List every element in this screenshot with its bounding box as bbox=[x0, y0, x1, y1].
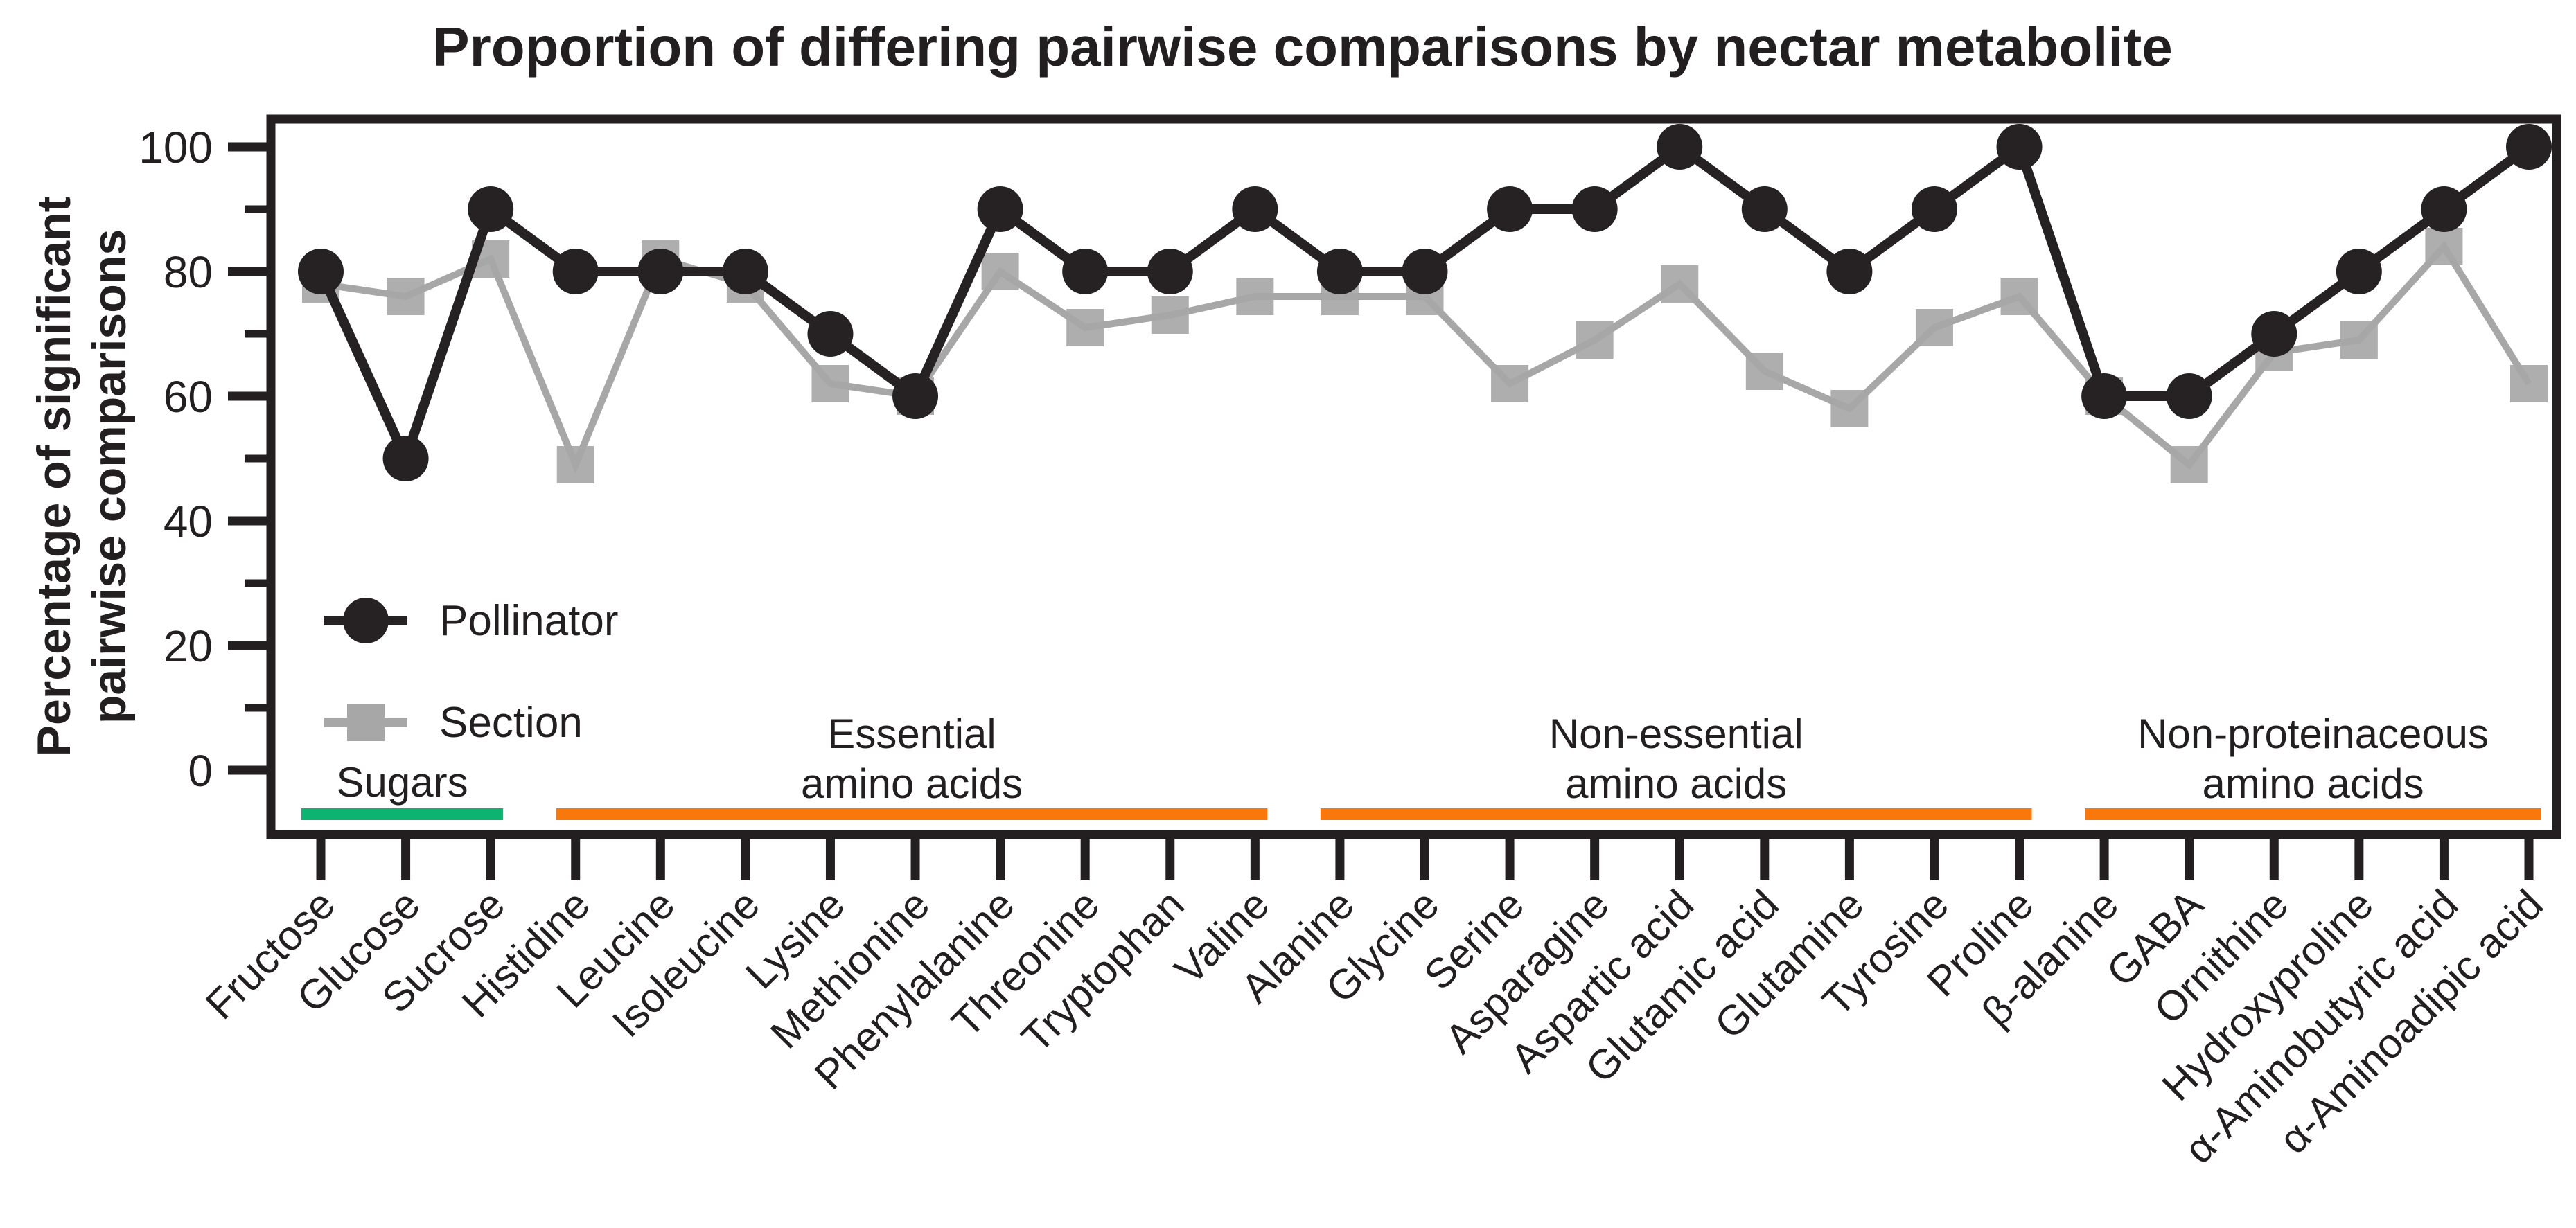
group-underline-non-proteinaceous bbox=[2085, 808, 2542, 820]
y-axis-title: Percentage of significant pairwise compa… bbox=[26, 197, 137, 757]
section-point-17 bbox=[1745, 353, 1783, 390]
group-label: Sugars bbox=[337, 759, 468, 806]
pollinator-point-1 bbox=[382, 436, 429, 481]
section-point-14 bbox=[1491, 365, 1529, 402]
section-marker-icon bbox=[324, 697, 407, 747]
section-point-19 bbox=[1915, 309, 1953, 346]
pollinator-point-15 bbox=[1571, 186, 1618, 232]
pollinator-point-8 bbox=[977, 186, 1023, 232]
y-tick-label: 20 bbox=[164, 621, 213, 671]
section-point-3 bbox=[556, 446, 594, 483]
legend-label-section: Section bbox=[439, 698, 583, 747]
pollinator-series bbox=[298, 124, 2552, 481]
pollinator-point-6 bbox=[807, 311, 854, 357]
group-underline-non-essential bbox=[1320, 808, 2032, 820]
section-point-11 bbox=[1236, 278, 1274, 315]
section-point-18 bbox=[1830, 390, 1869, 427]
pollinator-point-20 bbox=[1996, 124, 2043, 170]
chart-title: Proportion of differing pairwise compari… bbox=[432, 16, 2173, 78]
legend-label-pollinator: Pollinator bbox=[439, 596, 619, 645]
group-label: amino acids bbox=[801, 760, 1023, 807]
plot-frame bbox=[266, 114, 2561, 839]
section-point-20 bbox=[2000, 278, 2038, 315]
pollinator-point-3 bbox=[552, 249, 599, 294]
pollinator-point-10 bbox=[1147, 249, 1193, 294]
pollinator-point-17 bbox=[1741, 186, 1788, 232]
pollinator-point-12 bbox=[1316, 249, 1363, 294]
section-point-9 bbox=[1066, 309, 1104, 346]
section-point-8 bbox=[981, 253, 1019, 290]
pollinator-point-26 bbox=[2506, 124, 2552, 170]
group-label: amino acids bbox=[1565, 760, 1787, 807]
group-label: Non-proteinaceous bbox=[2137, 711, 2489, 757]
pollinator-point-5 bbox=[722, 249, 768, 294]
legend-item-pollinator: Pollinator bbox=[324, 596, 618, 646]
group-label: amino acids bbox=[2202, 760, 2424, 807]
section-point-16 bbox=[1661, 265, 1699, 303]
y-tick-label: 40 bbox=[164, 497, 213, 546]
pollinator-point-13 bbox=[1402, 249, 1448, 294]
section-point-15 bbox=[1576, 321, 1614, 359]
section-point-26 bbox=[2510, 365, 2548, 402]
y-tick-label: 100 bbox=[139, 123, 213, 172]
y-axis: 0 20 40 60 80 100 bbox=[139, 123, 271, 796]
pollinator-point-22 bbox=[2166, 373, 2212, 419]
pollinator-point-2 bbox=[468, 186, 514, 232]
section-point-10 bbox=[1151, 296, 1189, 334]
x-axis: FructoseGlucoseSucroseHistidineLeucineIs… bbox=[197, 835, 2552, 1173]
section-point-22 bbox=[2170, 446, 2208, 483]
pollinator-point-7 bbox=[892, 373, 939, 419]
pollinator-point-16 bbox=[1657, 124, 1703, 170]
pollinator-point-19 bbox=[1911, 186, 1957, 232]
section-point-24 bbox=[2340, 321, 2378, 359]
section-point-25 bbox=[2425, 228, 2463, 265]
pollinator-point-18 bbox=[1826, 249, 1873, 294]
pollinator-point-9 bbox=[1062, 249, 1109, 294]
legend-item-section: Section bbox=[324, 697, 583, 747]
pollinator-point-24 bbox=[2336, 249, 2382, 294]
group-label: Essential bbox=[827, 711, 996, 757]
pollinator-point-14 bbox=[1487, 186, 1533, 232]
section-point-6 bbox=[811, 365, 849, 402]
y-axis-title-line1: Percentage of significant bbox=[28, 196, 80, 757]
group-underline-sugars bbox=[301, 808, 504, 820]
section-series bbox=[302, 228, 2548, 483]
pollinator-marker-icon bbox=[324, 596, 407, 646]
pollinator-point-25 bbox=[2421, 186, 2467, 232]
pollinator-point-21 bbox=[2081, 373, 2128, 419]
group-label: Non-essential bbox=[1549, 711, 1803, 757]
pollinator-point-23 bbox=[2251, 311, 2297, 357]
pollinator-point-0 bbox=[298, 249, 344, 294]
section-point-1 bbox=[387, 278, 425, 315]
y-tick-label: 0 bbox=[188, 746, 213, 796]
pollinator-point-11 bbox=[1232, 186, 1278, 232]
pollinator-point-4 bbox=[637, 249, 684, 294]
y-tick-label: 80 bbox=[164, 247, 213, 297]
group-underline-essential bbox=[556, 808, 1268, 820]
y-tick-label: 60 bbox=[164, 372, 213, 422]
y-axis-title-line2: pairwise comparisons bbox=[83, 229, 136, 724]
